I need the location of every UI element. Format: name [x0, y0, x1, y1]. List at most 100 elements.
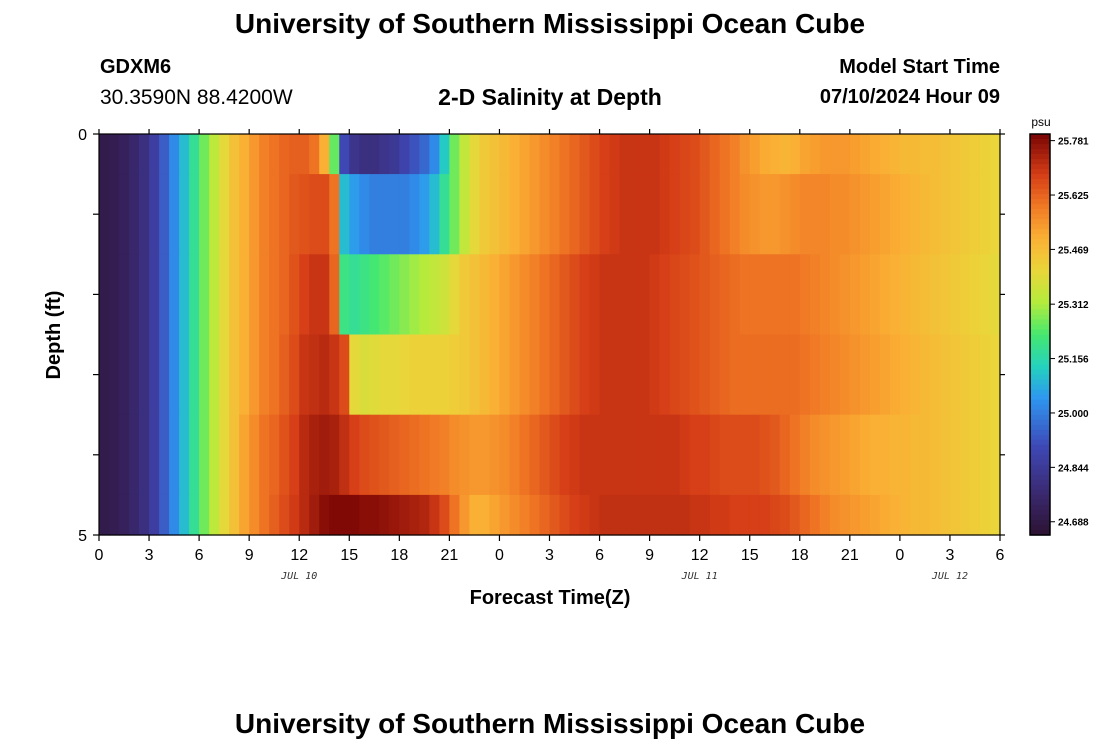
heatmap-cell — [459, 134, 471, 175]
heatmap-cell — [649, 414, 661, 496]
heatmap-cell — [439, 134, 450, 175]
heatmap-cell — [709, 254, 721, 336]
heatmap-cell — [639, 494, 651, 536]
heatmap-cell — [799, 174, 811, 255]
heatmap-cell — [729, 494, 741, 536]
heatmap-cell — [809, 174, 821, 255]
heatmap-cell — [619, 134, 631, 175]
heatmap-cell — [779, 414, 791, 496]
heatmap-cell — [689, 334, 701, 416]
heatmap-cell — [539, 174, 551, 255]
heatmap-cell — [509, 334, 521, 416]
heatmap-cell — [459, 254, 471, 336]
colorbar-segment — [1030, 514, 1050, 521]
heatmap-cell — [719, 334, 731, 416]
colorbar-segment — [1030, 154, 1050, 160]
colorbar-tick-label: 24.688 — [1058, 518, 1089, 529]
colorbar-segment — [1030, 294, 1050, 301]
colorbar-segment — [1030, 214, 1050, 220]
heatmap-cell — [839, 414, 851, 496]
heatmap-cell — [849, 134, 861, 175]
heatmap-cell — [339, 174, 350, 255]
heatmap-cell — [679, 494, 691, 536]
heatmap-cell — [649, 334, 661, 416]
heatmap-cell — [609, 134, 621, 175]
heatmap-cell — [529, 174, 541, 255]
heatmap-cell — [809, 414, 821, 496]
heatmap-cell — [489, 254, 501, 336]
heatmap-cell — [129, 414, 140, 496]
heatmap-cell — [199, 134, 210, 175]
heatmap-cell — [109, 414, 120, 496]
heatmap-cell — [519, 494, 531, 536]
x-tick-label: 3 — [145, 547, 154, 564]
heatmap-cell — [989, 254, 1001, 336]
heatmap-cell — [419, 414, 430, 496]
heatmap-cell — [779, 134, 791, 175]
heatmap-cell — [529, 414, 541, 496]
colorbar-segment — [1030, 219, 1050, 225]
heatmap-cell — [959, 254, 971, 336]
heatmap-cell — [249, 414, 260, 496]
heatmap-cell — [909, 334, 921, 416]
colorbar-segment — [1030, 234, 1050, 240]
x-tick-label: 18 — [791, 547, 809, 564]
heatmap-cell — [589, 174, 601, 255]
heatmap-cell — [859, 134, 871, 175]
heatmap-cell — [699, 134, 711, 175]
heatmap-cell — [829, 254, 841, 336]
heatmap-cell — [399, 494, 410, 536]
heatmap-cell — [359, 134, 370, 175]
heatmap-cell — [559, 494, 571, 536]
heatmap-cell — [949, 134, 961, 175]
heatmap-cell — [229, 134, 240, 175]
heatmap-cell — [299, 134, 310, 175]
heatmap-cell — [379, 254, 390, 336]
heatmap-cell — [379, 334, 390, 416]
colorbar-segment — [1030, 509, 1050, 516]
heatmap-cell — [349, 134, 360, 175]
heatmap-cell — [99, 254, 110, 336]
x-tick-label: 6 — [996, 547, 1005, 564]
heatmap-cell — [309, 414, 320, 496]
heatmap-cell — [989, 134, 1001, 175]
heatmap-cell — [419, 134, 430, 175]
heatmap-cell — [969, 174, 981, 255]
heatmap-cell — [879, 334, 891, 416]
heatmap-cell — [269, 134, 280, 175]
heatmap-cell — [409, 334, 420, 416]
heatmap-cell — [339, 414, 350, 496]
heatmap-cell — [149, 494, 160, 536]
heatmap-cell — [669, 414, 681, 496]
heatmap-cell — [789, 134, 801, 175]
heatmap-cell — [209, 174, 220, 255]
heatmap-cell — [139, 334, 150, 416]
heatmap-cell — [919, 174, 931, 255]
colorbar-tick-label: 25.469 — [1058, 245, 1089, 256]
heatmap-cell — [349, 174, 360, 255]
heatmap-cell — [949, 414, 961, 496]
heatmap-cell — [139, 174, 150, 255]
heatmap-cell — [469, 414, 481, 496]
heatmap-cell — [819, 134, 831, 175]
heatmap-cell — [639, 134, 651, 175]
colorbar-segment — [1030, 184, 1050, 190]
heatmap-cell — [849, 254, 861, 336]
colorbar-segment — [1030, 349, 1050, 356]
heatmap-cell — [309, 134, 320, 175]
heatmap-cell — [329, 254, 340, 336]
heatmap-cell — [729, 254, 741, 336]
x-tick-label: 0 — [495, 547, 504, 564]
heatmap-cell — [489, 174, 501, 255]
colorbar-segment — [1030, 149, 1050, 155]
heatmap-cell — [559, 414, 571, 496]
heatmap-cell — [259, 174, 270, 255]
heatmap-cell — [569, 174, 581, 255]
date-label: JUL 10 — [280, 571, 317, 582]
heatmap-cell — [429, 174, 440, 255]
heatmap-cell — [599, 134, 611, 175]
heatmap-cell — [179, 254, 190, 336]
date-label: JUL 12 — [931, 571, 968, 582]
heatmap-cell — [179, 174, 190, 255]
heatmap-cell — [679, 414, 691, 496]
